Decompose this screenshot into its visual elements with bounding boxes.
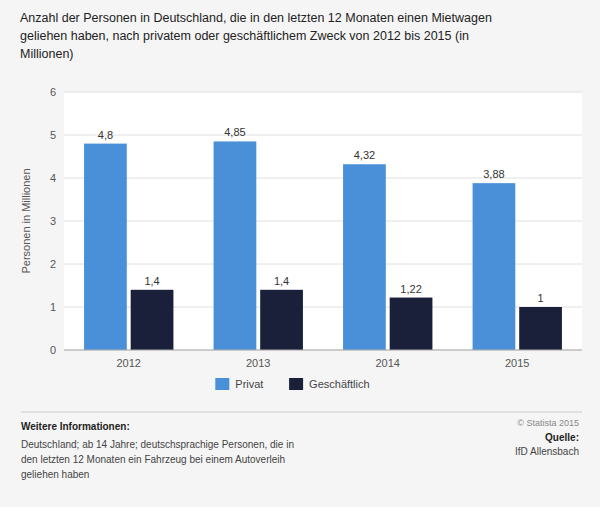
data-label: 4,85 bbox=[224, 126, 245, 138]
data-label: 3,88 bbox=[483, 168, 504, 180]
bar bbox=[343, 164, 386, 350]
bars bbox=[84, 141, 562, 350]
data-label: 1,4 bbox=[274, 275, 289, 287]
bar bbox=[390, 298, 433, 350]
y-tick-label: 2 bbox=[50, 258, 56, 270]
text-line: Deutschland; ab 14 Jahre; deutschsprachi… bbox=[21, 439, 294, 450]
x-tick-label: 2014 bbox=[376, 357, 400, 369]
grid-line bbox=[64, 350, 582, 351]
footer-note: Deutschland; ab 14 Jahre; deutschsprachi… bbox=[21, 439, 294, 480]
text-line: geliehen haben bbox=[21, 469, 89, 480]
grid-line bbox=[64, 92, 582, 93]
footer-heading: Weitere Informationen: bbox=[21, 421, 130, 432]
data-labels: 4,8 4,85 4,32 3,88 1,4 1,4 1,22 1 bbox=[98, 126, 544, 304]
bar bbox=[214, 141, 257, 350]
bar bbox=[84, 144, 127, 350]
footer-source-heading: Quelle: bbox=[545, 432, 579, 443]
data-label: 1,4 bbox=[144, 275, 159, 287]
text-line: geliehen haben, nach privatem oder gesch… bbox=[20, 29, 469, 43]
x-tick-label: 2015 bbox=[505, 357, 529, 369]
data-label: 1 bbox=[537, 292, 543, 304]
legend-label: Privat bbox=[235, 378, 263, 390]
legend-swatch bbox=[215, 378, 229, 390]
x-tick-label: 2012 bbox=[117, 357, 141, 369]
grid-line bbox=[64, 135, 582, 136]
bar bbox=[519, 307, 562, 350]
data-label: 4,32 bbox=[354, 149, 375, 161]
footer-copyright: © Statista 2015 bbox=[517, 418, 579, 428]
legend-swatch bbox=[289, 378, 303, 390]
x-axis-line bbox=[64, 350, 582, 351]
title: Anzahl der Personen in Deutschland, die … bbox=[20, 11, 492, 61]
y-tick-label: 5 bbox=[50, 129, 56, 141]
bar bbox=[260, 290, 303, 350]
text-line: Anzahl der Personen in Deutschland, die … bbox=[20, 11, 492, 25]
y-tick-label: 4 bbox=[50, 172, 56, 184]
text-line: den letzten 12 Monaten ein Fahrzeug bei … bbox=[21, 454, 285, 465]
legend: Privat Geschäftlich bbox=[215, 378, 369, 390]
footer-rule bbox=[21, 412, 582, 413]
data-label: 4,8 bbox=[98, 129, 113, 141]
bar bbox=[473, 183, 516, 350]
y-tick-label: 6 bbox=[50, 86, 56, 98]
y-tick-label: 0 bbox=[50, 344, 56, 356]
background bbox=[0, 0, 600, 507]
x-tick-label: 2013 bbox=[246, 357, 270, 369]
bar bbox=[131, 290, 174, 350]
y-tick-label: 1 bbox=[50, 301, 56, 313]
data-label: 1,22 bbox=[400, 283, 421, 295]
y-tick-label: 3 bbox=[50, 215, 56, 227]
legend-label: Geschäftlich bbox=[309, 378, 370, 390]
text-line: Millionen) bbox=[20, 47, 74, 61]
plot-area bbox=[64, 92, 582, 350]
y-axis-label: Personen in Millionen bbox=[20, 168, 32, 273]
footer-source: IfD Allensbach bbox=[515, 446, 579, 457]
chart: Anzahl der Personen in Deutschland, die … bbox=[0, 0, 600, 507]
